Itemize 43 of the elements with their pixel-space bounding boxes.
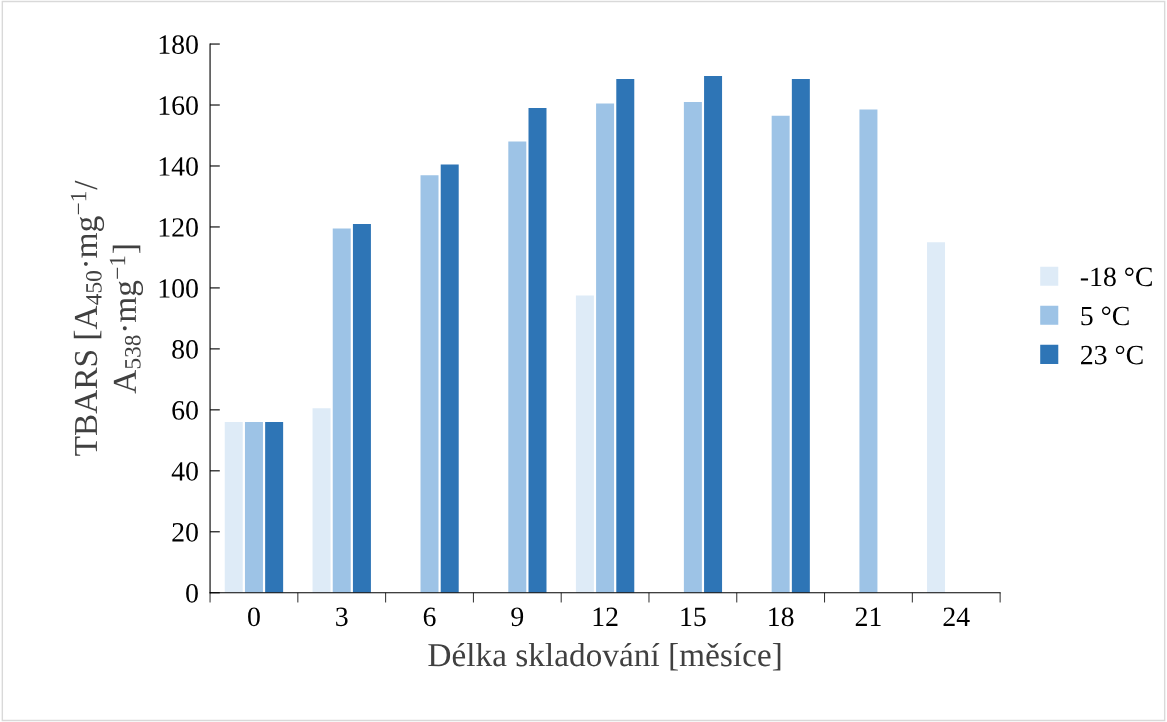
y-tick-label: 20 — [172, 522, 198, 542]
x-tick-label: 12 — [593, 607, 618, 626]
legend-label: 5 °C — [1081, 306, 1129, 326]
x-tick-label: 9 — [511, 607, 524, 627]
bar — [927, 242, 946, 593]
y-tick-label: 60 — [172, 401, 198, 420]
x-tick-label: 18 — [769, 607, 794, 627]
bar — [704, 76, 723, 593]
bar — [616, 79, 635, 593]
y-tick-label: 80 — [172, 340, 198, 359]
x-tick-label: 0 — [248, 607, 260, 627]
bar — [440, 164, 459, 593]
bar — [332, 228, 351, 593]
x-tick-label: 24 — [943, 607, 970, 626]
bar — [224, 422, 243, 593]
bar — [771, 115, 790, 593]
y-tick-label: 180 — [159, 35, 198, 54]
bar — [244, 422, 263, 593]
x-tick-label: 3 — [336, 607, 348, 627]
legend-label: -18 °C — [1080, 267, 1152, 287]
y-tick-label: 0 — [186, 583, 198, 603]
bar — [791, 79, 810, 593]
x-tick-label: 15 — [681, 607, 706, 627]
bar — [596, 103, 615, 593]
y-tick-label: 100 — [159, 279, 198, 298]
x-axis-title: Délka skladování [měsíce] — [428, 642, 781, 671]
bar — [859, 109, 878, 593]
y-tick-label: 120 — [159, 218, 198, 237]
bar — [420, 175, 439, 593]
y-tick-label: 140 — [159, 157, 198, 176]
bar — [528, 108, 547, 593]
x-tick-label: 21 — [855, 607, 881, 626]
y-tick-label: 160 — [159, 96, 198, 115]
legend-label: 23 °C — [1081, 345, 1143, 365]
x-tick-label: 6 — [423, 607, 436, 627]
bar — [312, 408, 331, 593]
bar — [265, 422, 284, 593]
bar — [683, 101, 702, 593]
bar — [352, 223, 371, 593]
y-tick-label: 40 — [171, 461, 198, 481]
bar — [508, 141, 527, 593]
text: TBARS [A$_{450}$·mg$^{−1}$/ A$_{538}$·mg$^{−1}$] — [70, 180, 144, 456]
bar — [575, 295, 594, 593]
